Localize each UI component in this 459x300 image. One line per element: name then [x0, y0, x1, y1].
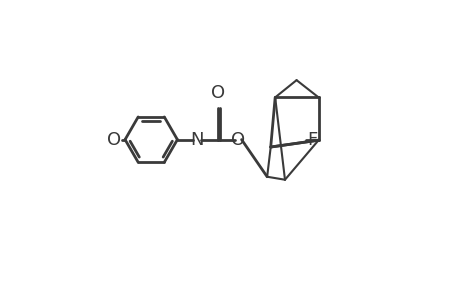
Text: F: F: [307, 131, 317, 149]
Text: N: N: [190, 130, 203, 148]
Text: O: O: [106, 130, 121, 148]
Text: O: O: [211, 84, 225, 102]
Text: O: O: [231, 130, 245, 148]
